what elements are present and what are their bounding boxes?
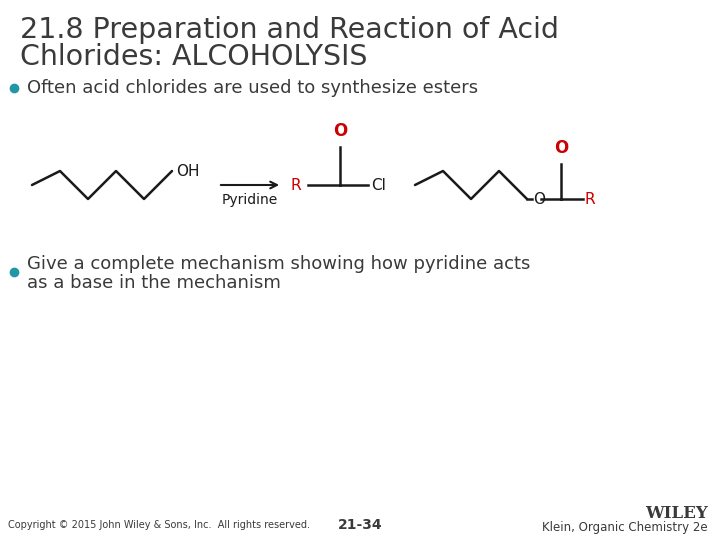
Text: O: O — [333, 122, 347, 140]
Text: Copyright © 2015 John Wiley & Sons, Inc.  All rights reserved.: Copyright © 2015 John Wiley & Sons, Inc.… — [8, 520, 310, 530]
Text: OH: OH — [176, 164, 199, 179]
Text: R: R — [585, 192, 595, 206]
Text: Chlorides: ALCOHOLYSIS: Chlorides: ALCOHOLYSIS — [20, 43, 367, 71]
Text: O: O — [533, 192, 545, 206]
Text: Give a complete mechanism showing how pyridine acts: Give a complete mechanism showing how py… — [27, 255, 531, 273]
Text: 21-34: 21-34 — [338, 518, 382, 532]
Text: Often acid chlorides are used to synthesize esters: Often acid chlorides are used to synthes… — [27, 79, 478, 97]
Text: as a base in the mechanism: as a base in the mechanism — [27, 274, 281, 292]
Text: R: R — [290, 178, 301, 192]
Text: Cl: Cl — [371, 178, 386, 192]
Text: WILEY: WILEY — [645, 505, 708, 523]
Text: O: O — [554, 139, 568, 157]
Text: Pyridine: Pyridine — [222, 193, 278, 207]
Text: 21.8 Preparation and Reaction of Acid: 21.8 Preparation and Reaction of Acid — [20, 16, 559, 44]
Text: Klein, Organic Chemistry 2e: Klein, Organic Chemistry 2e — [542, 522, 708, 535]
